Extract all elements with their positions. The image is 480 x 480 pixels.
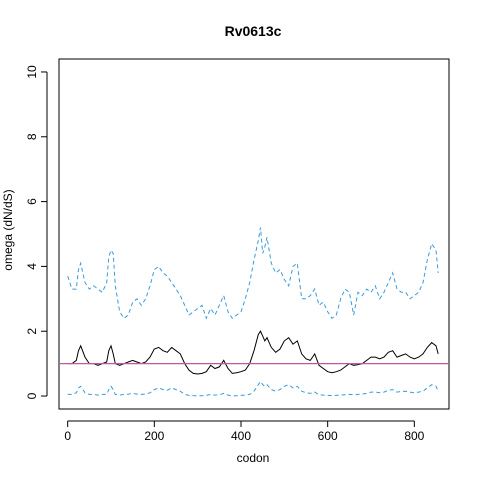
x-tick-label: 0 <box>64 429 71 443</box>
y-axis-label: omega (dN/dS) <box>1 189 15 270</box>
y-tick-label: 8 <box>25 133 39 140</box>
x-tick-label: 800 <box>404 429 424 443</box>
y-tick-label: 10 <box>25 65 39 79</box>
x-axis: 0 200 400 600 800 <box>64 420 425 443</box>
x-axis-label: codon <box>237 451 270 465</box>
plot-frame <box>58 58 450 410</box>
series-line-3 <box>67 380 439 397</box>
y-tick-label: 6 <box>25 198 39 205</box>
series-line-2 <box>67 330 439 375</box>
series-line-1 <box>67 227 439 320</box>
y-axis: 0 2 4 6 8 10 <box>25 65 48 399</box>
plot-area <box>59 227 449 397</box>
y-tick-label: 0 <box>25 392 39 399</box>
y-tick-label: 2 <box>25 328 39 335</box>
x-tick-label: 200 <box>144 429 164 443</box>
x-tick-label: 400 <box>231 429 251 443</box>
x-tick-label: 600 <box>318 429 338 443</box>
chart-title: Rv0613c <box>225 23 282 39</box>
y-tick-label: 4 <box>25 263 39 270</box>
